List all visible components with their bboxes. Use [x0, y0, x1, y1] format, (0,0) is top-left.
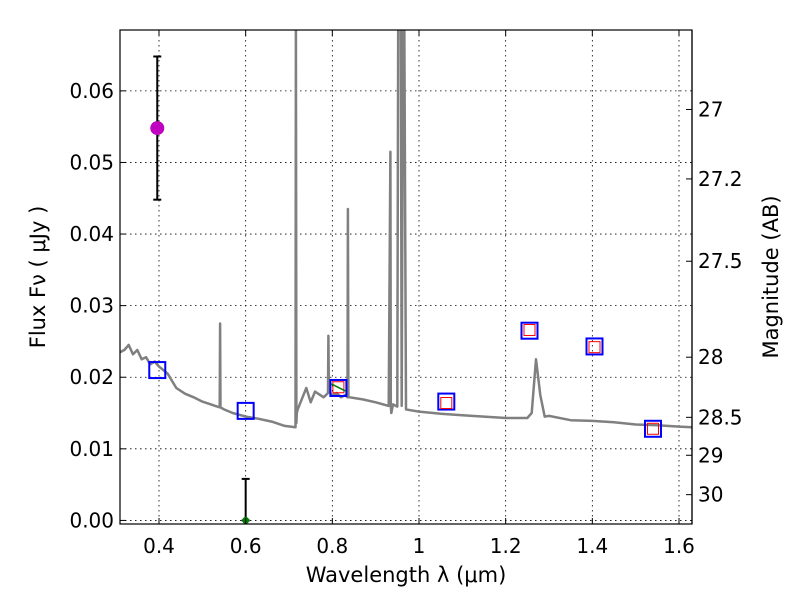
y-tick-label: 0.04 — [69, 222, 114, 246]
right-tick-label: 28.5 — [698, 405, 743, 429]
right-axis-label: Magnitude (AB) — [759, 195, 783, 358]
x-tick-label: 1 — [413, 534, 426, 558]
series-layer — [120, 30, 692, 429]
x-axis-label: Wavelength λ (μm) — [306, 563, 507, 587]
marker-layer — [148, 55, 662, 524]
y-tick-label: 0.00 — [69, 508, 114, 532]
right-tick-label: 28 — [698, 345, 723, 369]
model-photometry-marker — [585, 337, 604, 356]
sed-line — [120, 30, 692, 429]
observed-photometry-marker — [588, 341, 601, 354]
observed-photometry-marker — [332, 381, 345, 394]
right-tick-label: 30 — [698, 483, 723, 507]
x-tick-label: 1.2 — [490, 534, 522, 558]
x-tick-label: 0.6 — [230, 534, 262, 558]
y-tick-label: 0.01 — [69, 437, 114, 461]
x-tick-label: 0.8 — [316, 534, 348, 558]
x-tick-label: 0.4 — [143, 534, 175, 558]
right-tick-label: 29 — [698, 443, 723, 467]
magenta-point — [150, 121, 165, 136]
right-tick-label: 27.5 — [698, 249, 743, 273]
observed-photometry-marker — [647, 422, 659, 435]
observed-photometry-marker — [440, 397, 453, 410]
observed-photometry-marker — [523, 323, 536, 336]
right-tick-label: 27.2 — [698, 167, 743, 191]
y-axis-label: Flux Fν ( μJy ) — [26, 206, 50, 349]
model-photometry-marker — [148, 361, 167, 380]
model-photometry-marker — [236, 401, 255, 420]
y-tick-label: 0.06 — [69, 79, 114, 103]
green-bar — [331, 383, 346, 392]
model-photometry-marker — [437, 392, 456, 411]
y-tick-label: 0.02 — [69, 365, 114, 389]
x-tick-label: 1.6 — [663, 534, 695, 558]
model-photometry-marker — [644, 419, 662, 438]
model-photometry-marker — [329, 378, 348, 397]
y-tick-label: 0.05 — [69, 150, 114, 174]
model-photometry-marker — [520, 321, 539, 340]
ticks: 0.4 0.6 0.8 1 1.2 1.4 1.6 0.00 0.01 0.02 0.03 0.04 0… — [69, 30, 743, 558]
right-tick-label: 27 — [698, 97, 723, 121]
y-tick-label: 0.03 — [69, 294, 114, 318]
x-tick-label: 1.4 — [576, 534, 608, 558]
